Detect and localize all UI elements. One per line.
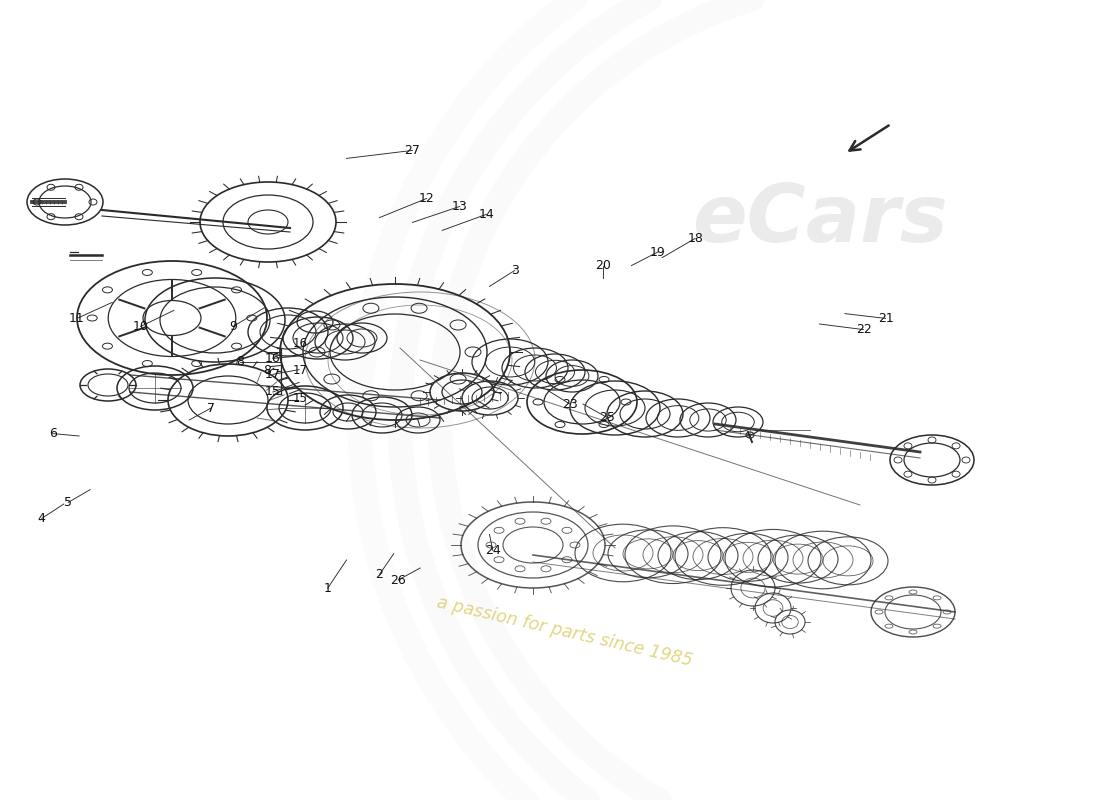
Text: 17: 17 <box>265 368 280 381</box>
Text: 12: 12 <box>419 192 435 205</box>
Text: 4: 4 <box>37 512 46 525</box>
Text: 1: 1 <box>323 582 332 594</box>
Text: 6: 6 <box>48 427 57 440</box>
Text: 25: 25 <box>600 411 615 424</box>
Text: 15: 15 <box>293 392 308 405</box>
Text: 8: 8 <box>263 364 271 378</box>
Text: 17: 17 <box>293 364 308 378</box>
Text: 13: 13 <box>452 200 468 213</box>
Text: 20: 20 <box>595 259 610 272</box>
Text: 26: 26 <box>390 574 406 586</box>
Text: 23: 23 <box>562 398 578 410</box>
Text: a passion for parts since 1985: a passion for parts since 1985 <box>436 594 694 670</box>
Text: 22: 22 <box>856 323 871 336</box>
Text: 11: 11 <box>69 312 85 325</box>
Text: 5: 5 <box>64 496 73 509</box>
Text: 8: 8 <box>235 355 244 368</box>
Text: 24: 24 <box>485 544 501 557</box>
Text: 18: 18 <box>688 232 703 245</box>
Text: 21: 21 <box>878 312 893 325</box>
Text: eCars: eCars <box>692 181 948 259</box>
Text: 7: 7 <box>207 402 216 414</box>
Text: 19: 19 <box>650 246 666 258</box>
Text: 2: 2 <box>375 568 384 581</box>
Text: 3: 3 <box>510 264 519 277</box>
Text: 10: 10 <box>133 320 148 333</box>
Text: 16: 16 <box>293 337 308 350</box>
Text: 16: 16 <box>265 352 280 365</box>
Text: 15: 15 <box>265 386 280 398</box>
Text: 14: 14 <box>478 208 494 221</box>
Text: 27: 27 <box>405 144 420 157</box>
Text: 9: 9 <box>229 320 238 333</box>
